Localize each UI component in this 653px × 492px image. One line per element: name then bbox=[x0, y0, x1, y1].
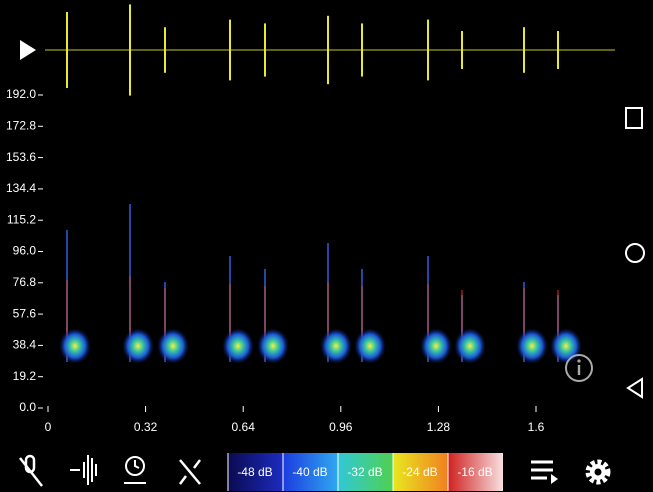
call-energy bbox=[222, 328, 254, 364]
call-energy bbox=[122, 328, 154, 364]
x-tick-label: 1.6 bbox=[528, 420, 545, 434]
db-label: -40 dB bbox=[292, 465, 327, 479]
info-stem bbox=[578, 365, 580, 375]
call-energy bbox=[320, 328, 352, 364]
info-dot bbox=[577, 359, 580, 362]
x-tick-label: 0.32 bbox=[134, 420, 158, 434]
y-tick-label: 115.2 bbox=[7, 212, 36, 226]
y-tick-label: 76.8 bbox=[13, 275, 37, 289]
db-label: -48 dB bbox=[237, 465, 272, 479]
x-tick-label: 0 bbox=[45, 420, 52, 434]
y-tick-label: 153.6 bbox=[6, 150, 36, 164]
call-energy bbox=[420, 328, 452, 364]
y-tick-label: 0.0 bbox=[19, 400, 36, 414]
call-energy bbox=[550, 328, 582, 364]
y-tick-label: 172.8 bbox=[6, 118, 36, 132]
x-tick-label: 0.64 bbox=[232, 420, 256, 434]
screen: 192.0 172.8 153.6 134.4 115.2 96.0 76.8 57.6 38.… bbox=[0, 0, 653, 492]
db-scale: -48 dB -40 dB -32 dB -24 dB -16 dB bbox=[228, 453, 503, 491]
call-energy bbox=[59, 328, 91, 364]
call-energy bbox=[516, 328, 548, 364]
db-label: -16 dB bbox=[457, 465, 492, 479]
y-tick-label: 192.0 bbox=[6, 87, 36, 101]
call-energy bbox=[454, 328, 486, 364]
call-energy bbox=[257, 328, 289, 364]
x-tick-label: 1.28 bbox=[427, 420, 451, 434]
db-label: -32 dB bbox=[347, 465, 382, 479]
y-tick-label: 57.6 bbox=[13, 306, 37, 320]
call-energy bbox=[354, 328, 386, 364]
db-label: -24 dB bbox=[402, 465, 437, 479]
y-tick-label: 38.4 bbox=[13, 338, 37, 352]
page: 192.0 172.8 153.6 134.4 115.2 96.0 76.8 57.6 38.… bbox=[0, 0, 653, 492]
gear-hole bbox=[595, 469, 602, 476]
x-tick-label: 0.96 bbox=[329, 420, 353, 434]
y-tick-label: 96.0 bbox=[13, 244, 37, 258]
y-tick-label: 19.2 bbox=[13, 369, 37, 383]
background bbox=[0, 0, 653, 492]
call-energy bbox=[157, 328, 189, 364]
y-tick-label: 134.4 bbox=[6, 181, 36, 195]
